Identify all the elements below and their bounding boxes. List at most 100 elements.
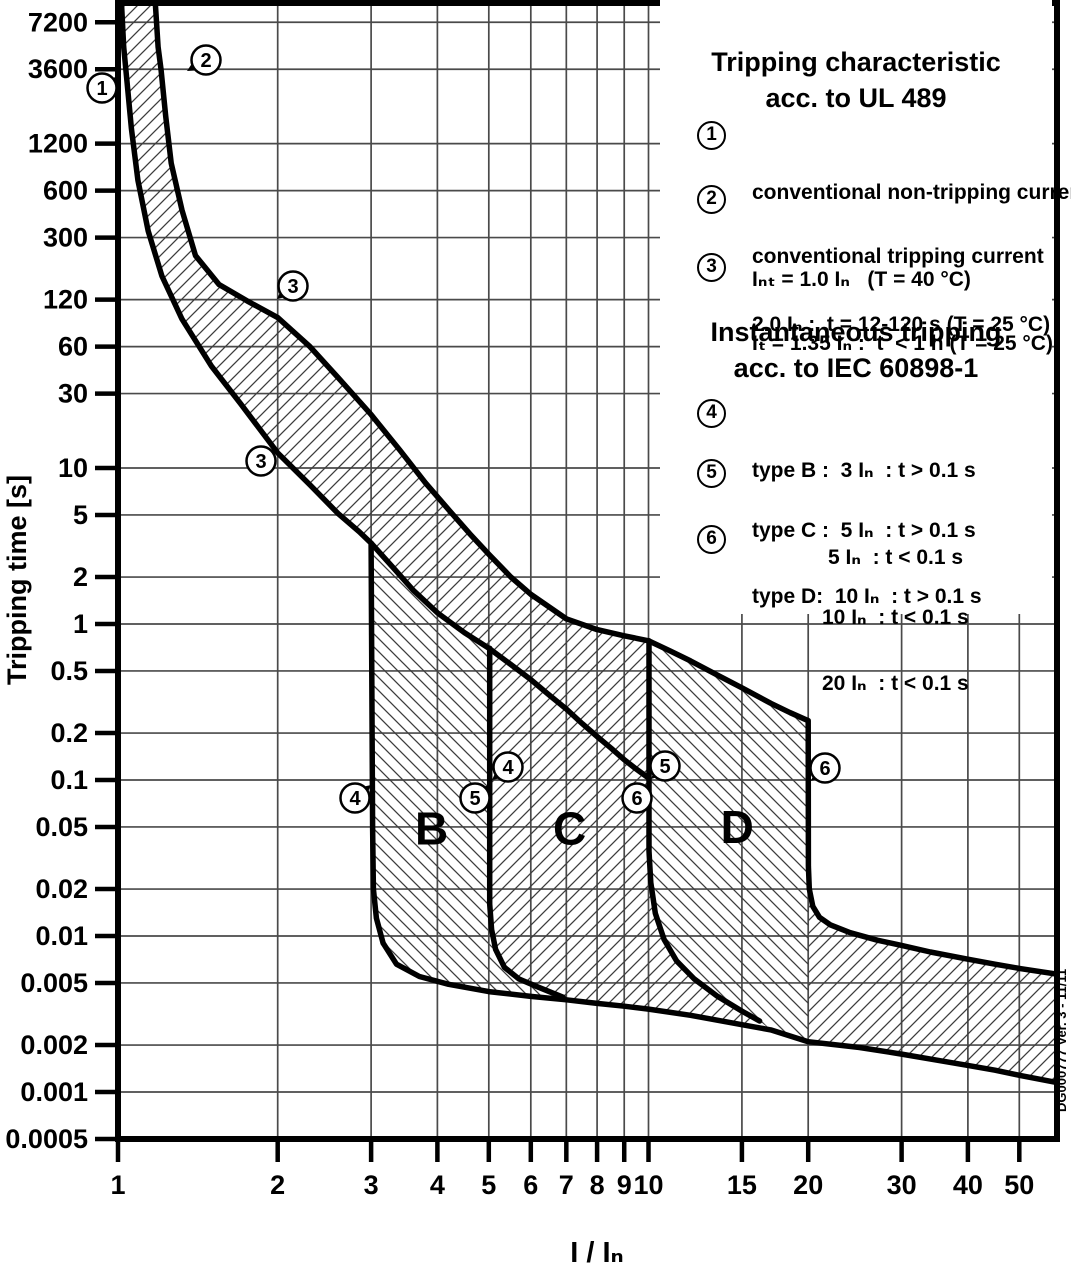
circled-number-5: 5 xyxy=(697,459,726,488)
region-lower-band xyxy=(808,866,1057,1083)
annotation-circle-4 xyxy=(492,751,524,783)
x-tick-label: 50 xyxy=(1004,1170,1034,1200)
legend-item-3-line1: 2.0 Iₙ : t = 12-120 s (T = 25 °C) xyxy=(752,313,1051,336)
y-tick-label: 2 xyxy=(73,562,88,592)
zone-letter-B: B xyxy=(415,802,448,854)
y-tick-label: 5 xyxy=(73,500,88,530)
circled-number-4: 4 xyxy=(697,399,726,428)
zone-letter-C: C xyxy=(553,802,586,854)
x-axis-title: I / Iₙ xyxy=(570,1237,624,1269)
annotation-number-2: 2 xyxy=(200,50,211,72)
curve-thermal-lower-boundary-3-to-10In xyxy=(368,540,652,781)
y-tick-label: 0.5 xyxy=(50,656,88,686)
y-tick-label: 120 xyxy=(43,285,88,315)
y-tick-label: 0.002 xyxy=(20,1030,88,1060)
legend-item-3-text: 2.0 Iₙ : t = 12-120 s (T = 25 °C) xyxy=(752,252,1050,397)
x-tick-label: 10 xyxy=(633,1170,663,1200)
y-tick-label: 0.05 xyxy=(35,812,88,842)
x-tick-label: 4 xyxy=(430,1170,445,1200)
circled-number-3: 3 xyxy=(697,253,726,282)
legend-item-1-line2: Iₙₜ = 1.0 Iₙ (T = 40 °C) xyxy=(752,268,971,291)
annotation-circle-1 xyxy=(86,72,118,104)
annotation-number-4: 4 xyxy=(349,788,361,810)
legend-item-6-text: type D: 10 Iₙ : t > 0.1 s 20 Iₙ : t < 0.… xyxy=(752,524,982,756)
annotation-number-6: 6 xyxy=(631,788,642,810)
legend-title2-line1: Instantaneous tripping xyxy=(710,317,1002,347)
curve-non-tripping-limit-1.0In-with-3In-drop-and-lower-band-limit xyxy=(118,2,1057,1086)
y-tick-label: 0.1 xyxy=(50,765,88,795)
x-tick-label: 15 xyxy=(727,1170,757,1200)
y-tick-label: 60 xyxy=(58,332,88,362)
legend-item-4-line2: 5 Iₙ : t < 0.1 s xyxy=(828,546,964,569)
annotation-circle-3 xyxy=(245,445,277,477)
legend-item-2-text: conventional tripping current Iₜ = 1.35 … xyxy=(752,184,1053,416)
legend-item-1-text: conventional non-tripping current Iₙₜ = … xyxy=(752,120,1071,352)
tripping-curves xyxy=(118,2,1057,1086)
annotation-circle-5 xyxy=(459,782,491,814)
legend-item-6-line2: 20 Iₙ : t < 0.1 s xyxy=(822,672,969,695)
annotation-number-6: 6 xyxy=(819,758,830,780)
y-tick-label: 0.2 xyxy=(50,718,88,748)
region-zone-D xyxy=(649,640,809,1042)
circled-number-2: 2 xyxy=(697,185,726,214)
x-tick-label: 20 xyxy=(793,1170,823,1200)
y-tick-label: 600 xyxy=(43,176,88,206)
x-tick-label: 8 xyxy=(590,1170,605,1200)
annotation-number-3: 3 xyxy=(287,276,298,298)
y-axis-title: Tripping time [s] xyxy=(2,475,32,685)
legend-item-5-line2: 10 Iₙ : t < 0.1 s xyxy=(822,606,969,629)
region-zone-C xyxy=(488,648,760,1025)
circled-number-6: 6 xyxy=(697,525,726,554)
curve-10In-instantaneous-drop xyxy=(646,638,763,1024)
y-tick-label: 1 xyxy=(73,609,88,639)
y-tick-label: 30 xyxy=(58,379,88,409)
legend-item-4-line1: type B : 3 Iₙ : t > 0.1 s xyxy=(752,459,976,482)
legend-item-2-line2: Iₜ = 1.35 Iₙ : t < 1 h (T = 25 °C) xyxy=(752,332,1053,355)
legend-title2-line2: acc. to IEC 60898-1 xyxy=(733,353,979,383)
x-tick-label: 9 xyxy=(617,1170,632,1200)
annotation-number-5: 5 xyxy=(469,788,480,810)
annotation-circle-2 xyxy=(190,44,222,76)
y-tick-label: 300 xyxy=(43,223,88,253)
y-tick-label: 1200 xyxy=(28,129,88,159)
y-tick-label: 7200 xyxy=(28,7,88,37)
annotation-circle-3 xyxy=(277,270,309,302)
document-version-note: DG000777 Ver. 3 - 11/11 xyxy=(1054,969,1069,1112)
annotation-circle-4 xyxy=(339,782,371,814)
zone-letter-D: D xyxy=(721,801,754,853)
y-tick-label: 0.02 xyxy=(35,874,88,904)
legend-title-iec60898: Instantaneous tripping acc. to IEC 60898… xyxy=(660,314,1052,386)
y-tick-label: 0.001 xyxy=(20,1077,88,1107)
circled-number-1: 1 xyxy=(697,121,726,150)
axis-ticks xyxy=(95,20,1022,1162)
y-tick-label: 3600 xyxy=(28,54,88,84)
curve-tripping-limit-1.35In-with-20In-drop-and-upper-band-limit xyxy=(152,2,1057,977)
plot-frame xyxy=(115,0,1060,1142)
annotation-circle-6 xyxy=(621,782,653,814)
axis-tick-labels: 1 2 3 4 5 6 7 8 9 10 15 20 30 40 507200360012006003001… xyxy=(5,7,1034,1200)
annotation-number-5: 5 xyxy=(659,756,670,778)
y-tick-label: 10 xyxy=(58,453,88,483)
x-tick-label: 2 xyxy=(270,1170,285,1200)
y-tick-label: 0.01 xyxy=(35,921,88,951)
x-tick-label: 1 xyxy=(110,1170,125,1200)
legend-title-line1: Tripping characteristic xyxy=(711,47,1001,77)
legend-item-4-text: type B : 3 Iₙ : t > 0.1 s 5 Iₙ : t < 0.1… xyxy=(752,398,976,630)
x-tick-label: 3 xyxy=(364,1170,379,1200)
legend-panel: Tripping characteristic acc. to UL 489 1… xyxy=(660,0,1071,695)
zone-letters: B C D xyxy=(415,801,754,854)
curve-5In-instantaneous-drop xyxy=(486,645,566,1000)
annotation-circle-5 xyxy=(649,750,681,782)
legend-item-5-text: type C : 5 Iₙ : t > 0.1 s 10 Iₙ : t < 0.… xyxy=(752,458,976,690)
plot-border xyxy=(115,0,1060,1142)
region-zone-B xyxy=(371,543,563,998)
y-tick-label: 0.0005 xyxy=(5,1124,88,1154)
legend-title-line2: acc. to UL 489 xyxy=(765,83,947,113)
x-tick-label: 6 xyxy=(523,1170,538,1200)
annotation-circle-6 xyxy=(809,752,841,784)
legend-title-ul489: Tripping characteristic acc. to UL 489 xyxy=(660,44,1052,116)
annotation-number-1: 1 xyxy=(96,78,107,100)
annotation-number-4: 4 xyxy=(502,757,514,779)
